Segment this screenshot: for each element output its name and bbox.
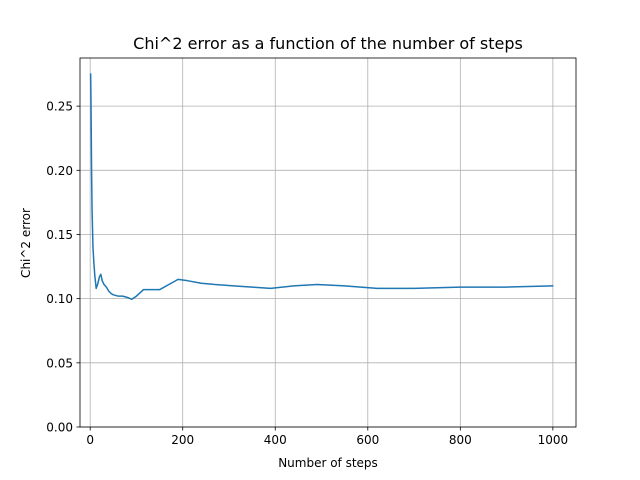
x-axis-label: Number of steps bbox=[278, 456, 378, 470]
y-tick-label: 0.10 bbox=[46, 292, 73, 306]
y-tick-label: 0.25 bbox=[46, 100, 73, 114]
x-tick-label: 800 bbox=[449, 433, 472, 447]
series-line-0 bbox=[89, 73, 554, 301]
x-tick-label: 0 bbox=[86, 433, 94, 447]
y-axis-label: Chi^2 error bbox=[19, 208, 33, 278]
x-tick-label: 400 bbox=[264, 433, 287, 447]
x-tick-label: 600 bbox=[356, 433, 379, 447]
x-tick-label: 1000 bbox=[538, 433, 569, 447]
y-tick-label: 0.20 bbox=[46, 164, 73, 178]
y-tick-label: 0.15 bbox=[46, 228, 73, 242]
series-layer bbox=[89, 73, 554, 301]
chart-title: Chi^2 error as a function of the number … bbox=[133, 34, 523, 53]
y-tick-label: 0.05 bbox=[46, 356, 73, 370]
x-tick-label: 200 bbox=[171, 433, 194, 447]
plot-area-frame bbox=[79, 57, 577, 428]
axis-ticks: 0 200 400 600 800 1000 0.00 0.05 0.10 0.15 0.20 0.2… bbox=[46, 100, 568, 447]
y-tick-label: 0.00 bbox=[46, 421, 73, 435]
